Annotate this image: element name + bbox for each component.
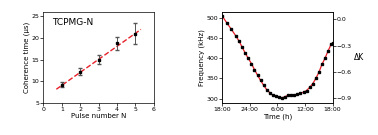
X-axis label: Time (h): Time (h) [263, 113, 292, 120]
Text: TCPMG-N: TCPMG-N [52, 18, 93, 28]
Y-axis label: ΔK: ΔK [354, 53, 364, 62]
Y-axis label: Coherence time (μs): Coherence time (μs) [23, 22, 30, 93]
Y-axis label: Frequency (kHz): Frequency (kHz) [198, 29, 205, 86]
X-axis label: Pulse number N: Pulse number N [71, 113, 126, 119]
